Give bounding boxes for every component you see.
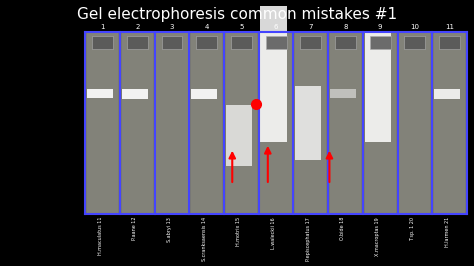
Text: 9: 9 (378, 24, 383, 30)
Text: 1: 1 (100, 24, 105, 30)
Bar (439, 36, 460, 49)
Text: 4: 4 (205, 24, 209, 30)
Bar (301, 36, 321, 49)
Bar (434, 89, 460, 99)
Bar (191, 89, 217, 99)
Bar (335, 36, 356, 49)
Bar (226, 32, 257, 214)
Bar (87, 32, 118, 214)
Bar (365, 31, 391, 142)
Bar (85, 32, 467, 214)
Text: X.macroptas 19: X.macroptas 19 (375, 217, 380, 256)
Text: 8: 8 (343, 24, 348, 30)
Bar (231, 36, 252, 49)
Bar (261, 6, 287, 142)
Bar (196, 36, 217, 49)
Text: 10: 10 (410, 24, 419, 30)
Bar (370, 36, 391, 49)
Bar (295, 32, 327, 214)
Bar (122, 32, 153, 214)
Text: H.larmen 21: H.larmen 21 (445, 217, 449, 247)
Text: P.episcephatus 17: P.episcephatus 17 (306, 217, 311, 261)
Bar (434, 32, 465, 214)
Bar (127, 36, 148, 49)
Bar (87, 89, 113, 98)
Bar (330, 89, 356, 98)
Bar (162, 36, 182, 49)
Text: 7: 7 (309, 24, 313, 30)
Text: H.maculatus 11: H.maculatus 11 (98, 217, 103, 255)
Bar (92, 36, 113, 49)
Text: 11: 11 (445, 24, 454, 30)
Text: P.aane 12: P.aane 12 (132, 217, 137, 240)
Text: 3: 3 (170, 24, 174, 30)
Text: S.cranksaensis 14: S.cranksaensis 14 (202, 217, 207, 261)
Text: Gel electrophoresis common mistakes #1: Gel electrophoresis common mistakes #1 (77, 7, 397, 22)
Bar (330, 32, 361, 214)
Bar (404, 36, 425, 49)
Bar (122, 89, 148, 99)
Text: O.bide 18: O.bide 18 (340, 217, 346, 240)
Text: 6: 6 (274, 24, 278, 30)
Bar (266, 36, 286, 49)
Bar (191, 32, 222, 214)
Bar (156, 32, 188, 214)
Bar (399, 32, 430, 214)
Bar (261, 32, 292, 214)
Text: L.waleckii 16: L.waleckii 16 (271, 217, 276, 248)
Text: T sp. 1 20: T sp. 1 20 (410, 217, 415, 241)
Bar (226, 105, 252, 166)
Bar (295, 86, 321, 160)
Text: S.abryi 13: S.abryi 13 (167, 217, 172, 242)
Bar (365, 32, 396, 214)
Text: 2: 2 (135, 24, 139, 30)
Text: 5: 5 (239, 24, 244, 30)
Text: H.motrix 15: H.motrix 15 (237, 217, 241, 246)
